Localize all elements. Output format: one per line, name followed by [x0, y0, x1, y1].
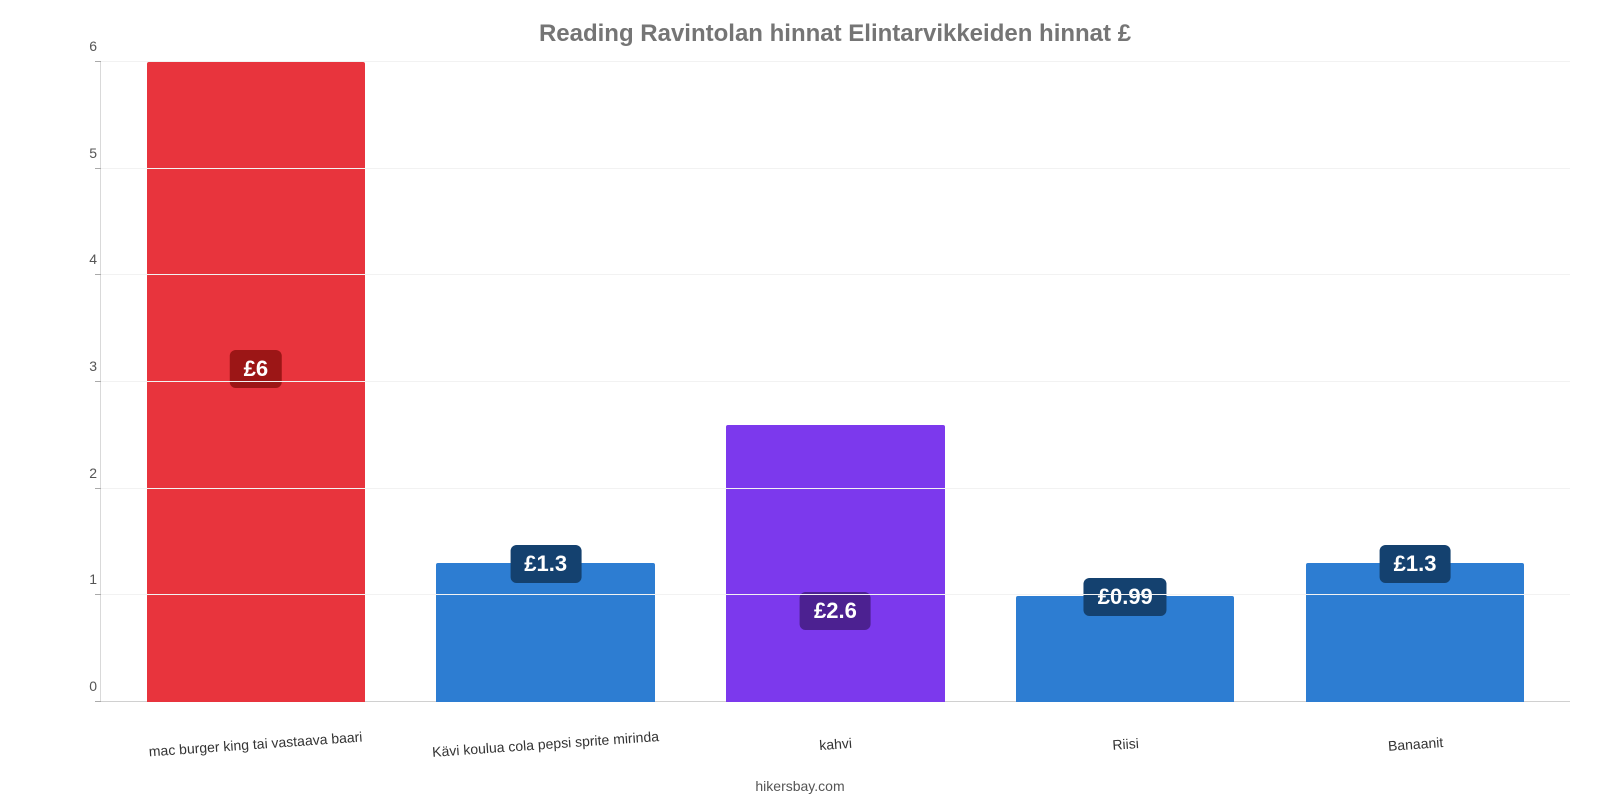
bar-slot: £6 [116, 62, 396, 702]
bar: £1.3 [1306, 563, 1524, 702]
ytick-label: 4 [73, 251, 97, 267]
gridline [101, 381, 1570, 382]
bar-slot: £1.3 [406, 62, 686, 702]
value-badge: £1.3 [1380, 545, 1451, 583]
value-badge: £6 [230, 350, 282, 388]
x-axis-label: Banaanit [1275, 726, 1556, 773]
ytick-label: 1 [73, 571, 97, 587]
ytick-mark [95, 488, 101, 489]
x-axis-label: Kävi koulua cola pepsi sprite mirinda [405, 726, 686, 773]
ytick-mark [95, 381, 101, 382]
x-axis-label: Riisi [985, 726, 1266, 773]
ytick-label: 6 [73, 38, 97, 54]
bars-container: £6 £1.3 £2.6 £0.99 £1.3 [101, 62, 1570, 702]
bar-slot: £1.3 [1275, 62, 1555, 702]
ytick-label: 5 [73, 145, 97, 161]
gridline [101, 61, 1570, 62]
ytick-mark [95, 61, 101, 62]
ytick-label: 0 [73, 678, 97, 694]
bar-slot: £2.6 [695, 62, 975, 702]
ytick-mark [95, 701, 101, 702]
bar-slot: £0.99 [985, 62, 1265, 702]
ytick-label: 3 [73, 358, 97, 374]
x-axis-label: mac burger king tai vastaava baari [115, 726, 396, 773]
ytick-mark [95, 594, 101, 595]
x-axis-label: kahvi [695, 726, 976, 773]
bar: £0.99 [1016, 596, 1234, 702]
gridline [101, 168, 1570, 169]
gridline [101, 594, 1570, 595]
x-axis-labels: mac burger king tai vastaava baariKävi k… [100, 736, 1570, 764]
gridline [101, 488, 1570, 489]
value-badge: £0.99 [1084, 578, 1167, 616]
ytick-mark [95, 168, 101, 169]
bar: £6 [147, 62, 365, 702]
bar: £2.6 [726, 425, 944, 702]
attribution-text: hikersbay.com [0, 778, 1600, 794]
plot-area: £6£1.3£2.6£0.99£1.3 0123456 [100, 62, 1570, 702]
ytick-mark [95, 274, 101, 275]
chart-title: Reading Ravintolan hinnat Elintarvikkeid… [100, 20, 1570, 48]
bar: £1.3 [436, 563, 654, 702]
value-badge: £1.3 [510, 545, 581, 583]
value-badge: £2.6 [800, 592, 871, 630]
price-bar-chart: Reading Ravintolan hinnat Elintarvikkeid… [0, 0, 1600, 800]
gridline [101, 274, 1570, 275]
ytick-label: 2 [73, 465, 97, 481]
